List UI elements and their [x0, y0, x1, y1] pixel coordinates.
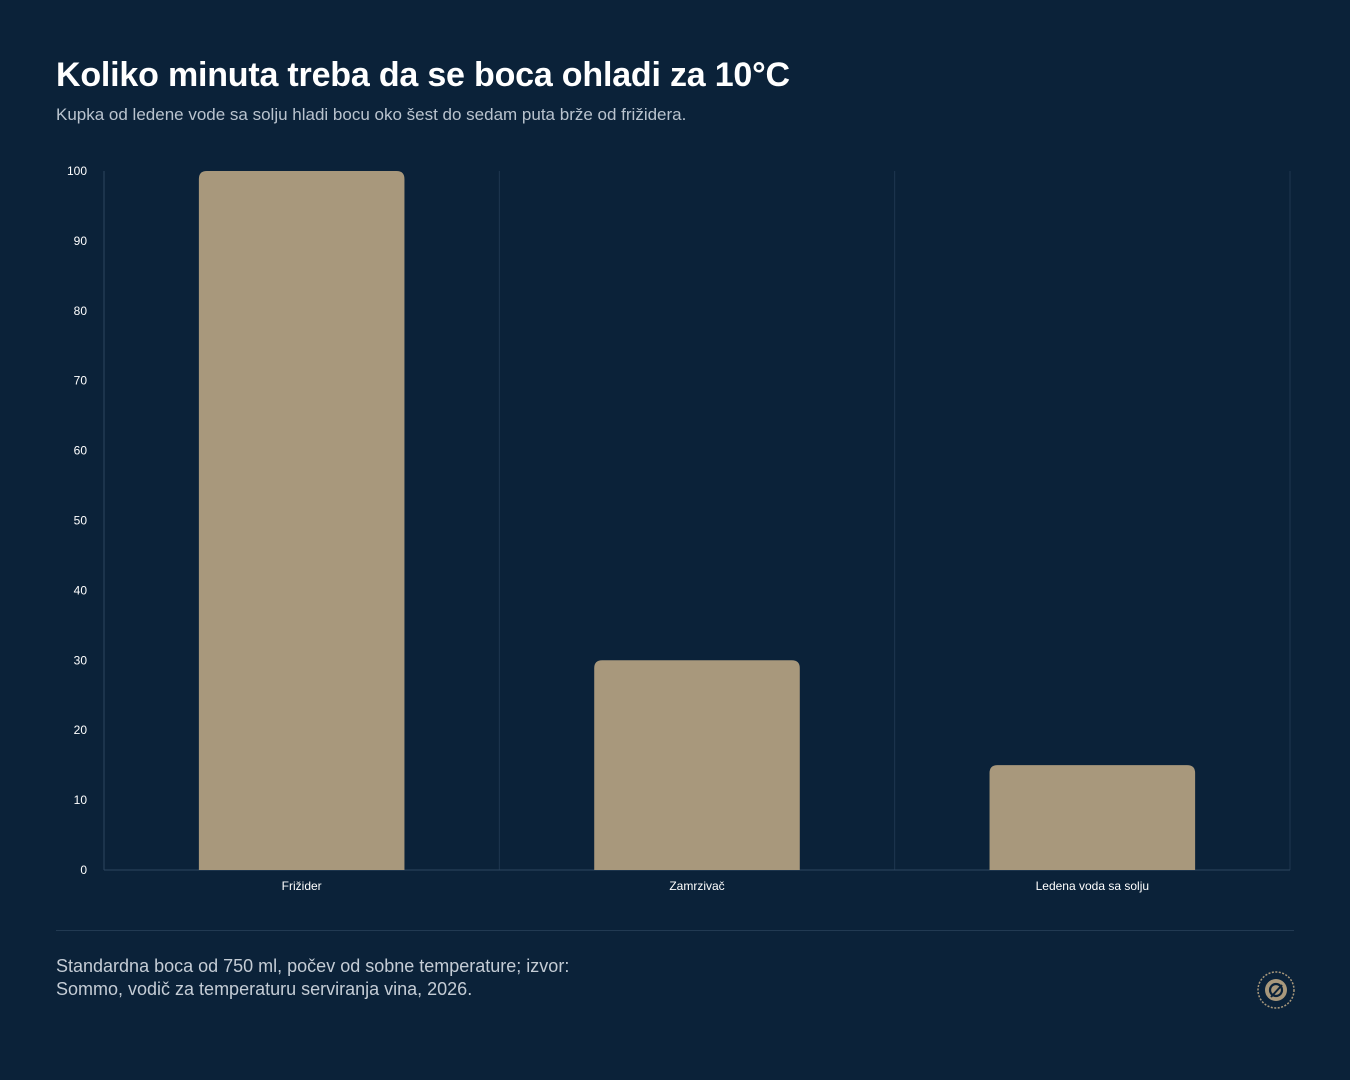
y-tick-label: 60 [74, 444, 88, 458]
y-tick-label: 20 [74, 723, 88, 737]
footer-divider [56, 930, 1294, 931]
y-tick-label: 40 [74, 583, 88, 597]
bar [198, 171, 405, 870]
source-note: Standardna boca od 750 ml, počev od sobn… [56, 956, 570, 999]
bar [989, 765, 1196, 870]
logo-seal-icon [1257, 971, 1295, 1009]
chart-subtitle: Kupka od ledene vode sa solju hladi bocu… [56, 105, 687, 124]
bar [594, 660, 800, 870]
y-tick-label: 30 [74, 653, 88, 667]
y-tick-label: 70 [74, 374, 88, 388]
x-tick-label: Zamrzivač [669, 879, 724, 893]
y-tick-label: 0 [80, 863, 87, 877]
bar-chart: 0 10 20 30 40 50 60 70 80 90 100 Frižider Zamrzivač L… [67, 164, 1291, 893]
y-tick-label: 90 [74, 234, 88, 248]
y-tick-label: 10 [74, 793, 88, 807]
chart-title: Koliko minuta treba da se boca ohladi za… [56, 56, 790, 94]
y-tick-label: 50 [74, 514, 88, 528]
y-tick-label: 100 [67, 164, 87, 178]
x-tick-label: Frižider [282, 879, 322, 893]
y-tick-label: 80 [74, 304, 88, 318]
x-tick-label: Ledena voda sa solju [1036, 879, 1149, 893]
